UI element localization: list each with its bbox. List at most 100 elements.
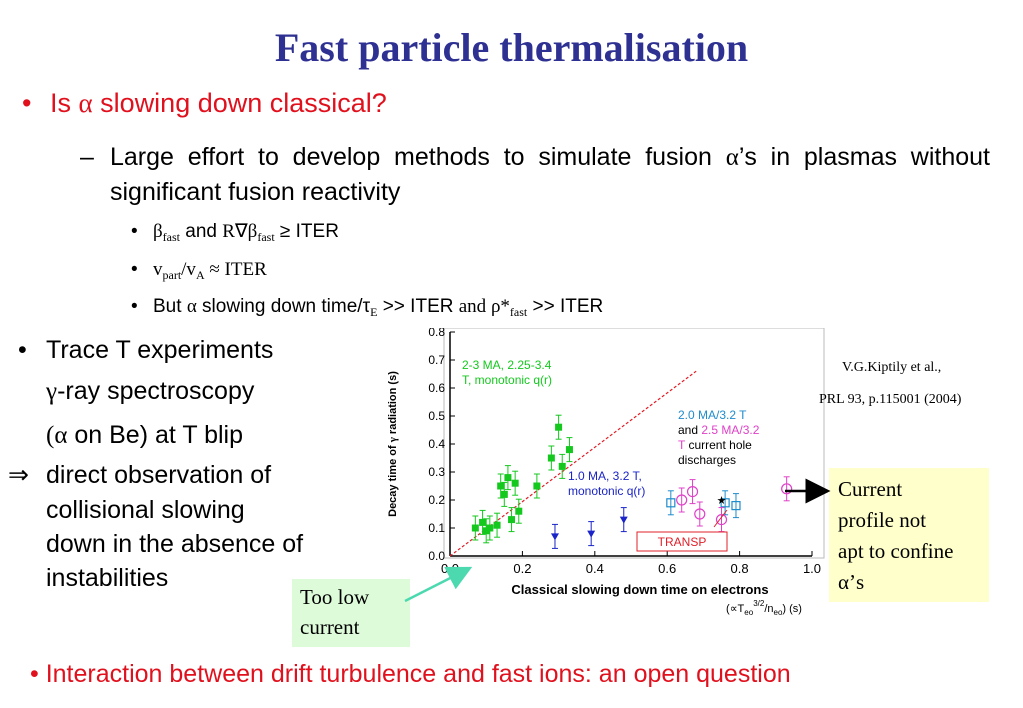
item-text: v [153,259,163,280]
sub-bullet-text-pre: Large effort to develop methods to simul… [110,143,726,171]
y-tick-label: 0.6 [428,381,445,395]
y-tick-label: 0.1 [428,521,445,535]
item-vpart-va: • vpart/vA ≈ ITER [131,259,267,281]
item-marker: • [131,221,138,242]
data-point-open-square [731,501,741,511]
subscript: fast [162,230,180,244]
sub-bullet-text-post: ’s in plasmas without significant fusion… [110,143,990,206]
hole-annotation-line3: T current hole [678,438,752,452]
callout-text: apt to confine [838,539,954,563]
data-point-square [497,482,505,490]
x-tick-label: 1.0 [803,561,821,576]
data-point-square [547,454,555,462]
item-text: ≈ ITER [204,259,267,280]
data-point-square [500,490,508,498]
left-text: instabilities [46,564,169,592]
subscript: fast [509,305,528,319]
item-marker: • [131,296,138,317]
data-point-open-circle [715,514,728,526]
data-point-triangle [619,516,628,524]
implies-arrow: ⇒ [8,462,29,489]
y-tick-label: 0.7 [428,353,445,367]
alpha-symbol: α [54,422,68,449]
item-slowing-time: • But α slowing down time/τE >> ITER and … [131,296,603,318]
data-point-open-circle [686,486,699,498]
item-text: slowing down time/τ [196,296,371,317]
callout-text: profile not [838,508,927,532]
y-tick-label: 0.2 [428,493,445,507]
reference-journal: PRL 93, p.115001 (2004) [819,392,962,407]
data-point-square [471,524,479,532]
subscript: E [370,305,378,319]
transp-label: TRANSP [658,535,707,549]
left-text: direct observation of [46,461,272,489]
gamma-symbol: γ [46,378,58,405]
data-point-open-square [666,498,676,508]
y-tick-label: 0.3 [428,465,445,479]
alpha-symbol: α [725,144,739,171]
item-marker: • [131,259,138,280]
grad-beta-symbol: R∇β [222,221,258,242]
left-text: ( [46,422,55,449]
hole-annotation-line2: and 2.5 MA/3.2 [678,423,760,437]
left-text: collisional slowing [46,496,245,524]
y-tick-label: 0.8 [428,328,445,339]
y-axis-label: Decay time of γ radiation (s) [387,371,399,517]
blue-annotation-line2: monotonic q(r) [568,484,645,498]
data-point-square [565,446,573,454]
item-text: ≥ ITER [274,221,339,242]
alpha-on-be-line: (α on Be) at T blip [46,421,243,450]
callout-text: current [300,615,360,639]
data-point-star: ★ [717,495,727,507]
too-low-current-callout: Too low current [292,579,410,647]
data-point-triangle [587,530,596,538]
data-points: ★ [471,414,793,549]
blue-annotation-line1: 1.0 MA, 3.2 T, [568,469,642,483]
x-axis-label-units: (∝Teo3/2/neo) (s) [726,599,802,617]
data-point-square [504,474,512,482]
hole-annotation-line1: 2.0 MA/3.2 T [678,408,747,422]
dash-marker: – [80,143,94,171]
y-ticks: 0.0 0.1 0.2 0.3 0.4 0.5 0.6 0.7 0.8 [428,328,455,563]
callout-text: Current [838,477,903,501]
data-point-square [558,462,566,470]
data-point-open-circle [781,483,793,495]
bullet-marker: • [18,336,27,364]
item-text: /v [181,259,196,280]
data-point-open-circle [676,494,688,506]
rho-symbol: ρ* [490,296,510,317]
item-text: and [458,296,491,317]
slide-title: Fast particle thermalisation [274,25,749,70]
reference-authors: V.G.Kiptily et al., [842,360,942,375]
data-point-square [493,521,501,529]
transp-label-box [636,531,728,552]
y-tick-label: 0.5 [428,409,445,423]
data-point-triangle [550,533,559,541]
data-point-square [533,482,541,490]
item-text: >> ITER [377,296,459,317]
item-text: and [180,221,223,242]
sub-bullet-large-effort: – Large effort to develop methods to sim… [80,140,990,209]
data-point-square [486,524,494,532]
data-point-square [482,527,490,535]
trace-t-bullet: • Trace T experiments [18,336,273,365]
data-point-square [515,507,523,515]
data-point-open-square [720,498,730,508]
decay-time-chart: 0.0 0.2 0.4 0.6 0.8 1.0 0.0 0.1 0.2 0.3 0.4 0.5 0.6… [387,328,825,617]
transp-pointer [713,509,728,528]
item-beta-fast: • βfast and R∇βfast ≥ ITER [131,220,339,243]
y-tick-label: 0.4 [428,437,445,451]
direct-observation-block: ⇒ direct observation of collisional slowi… [8,458,303,595]
green-annotation-line2: T, monotonic q(r) [462,373,552,387]
item-text: But [153,296,187,317]
hole-annotation-line4: discharges [678,453,736,467]
x-tick-label: 0.6 [658,561,676,576]
current-profile-callout: Current profile not apt to confine α’s [829,468,989,602]
gamma-ray-line: γ-ray spectroscopy [46,377,254,406]
data-point-square [555,423,563,431]
x-tick-label: 0.4 [586,561,604,576]
bullet-text-pre: Is [50,88,79,118]
left-text: Trace T experiments [46,336,274,364]
x-axis-label: Classical slowing down time on electrons [511,582,768,597]
bullet-marker: • [22,88,32,118]
